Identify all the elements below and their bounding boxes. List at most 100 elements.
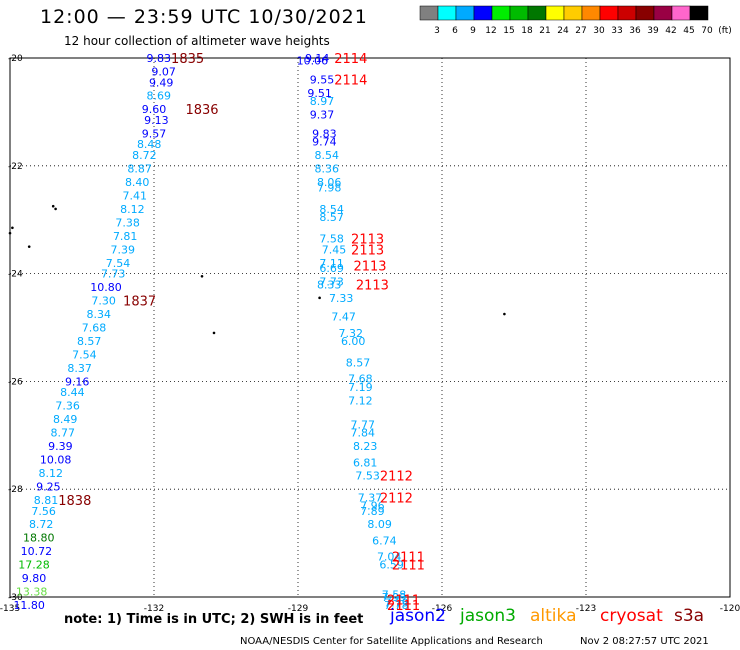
pass-time-label: 1837 [123,295,156,310]
wave-height-label: 7.30 [91,295,116,308]
chart-subtitle: 12 hour collection of altimeter wave hei… [64,34,330,48]
island-point [212,331,216,335]
wave-height-label: 8.57 [319,211,344,224]
wave-height-label: 7.11 [319,257,344,270]
wave-height-label: 18.80 [23,532,55,545]
wave-height-label: 7.04 [377,551,402,564]
wave-height-label: 9.83 [147,52,172,65]
wave-height-map: -135 -132 -129 -126 -123 -120 -30 -28 -26 -24 -22 -… [0,52,740,614]
wave-height-label: 7.45 [322,243,347,256]
island-point [318,296,321,300]
wave-height-label: 7.58 [319,233,344,246]
y-tick-label: -20 [8,54,23,64]
wave-height-label: 7.56 [31,505,56,518]
x-tick-label: -120 [720,604,740,614]
island-point [11,226,14,230]
wave-height-label: 7.19 [348,381,373,394]
colorbar-label: 6 [452,26,458,36]
wave-height-label: 7.39 [111,243,136,256]
wave-height-label: 9.83 [312,127,337,140]
pass-time-label: 2113 [356,278,389,293]
y-tick-label: -26 [8,377,23,387]
wave-height-label: 10.80 [90,281,122,294]
wave-height-label: 6.81 [353,456,378,469]
wave-height-label: 7.98 [317,181,342,194]
colorbar-label: 21 [539,26,550,36]
wave-height-label: 7.96 [360,499,385,512]
island-point [27,245,31,248]
wave-height-label: 10.06 [297,55,329,68]
generated-timestamp: Nov 2 08:27:57 UTC 2021 [580,636,709,647]
island-point [8,231,12,235]
wave-height-label: 7.78 [384,599,409,612]
colorbar-label: 27 [575,26,586,36]
wave-height-label: 6.00 [341,335,366,348]
wave-height-label: 8.36 [315,162,340,175]
legend-mission-jason2: jason2 [390,606,446,626]
wave-height-label: 8.72 [132,149,157,162]
wave-height-label: 9.80 [22,572,47,585]
credit-text: NOAA/NESDIS Center for Satellite Applica… [240,636,543,647]
colorbar-legend: 3 6 9 12 15 18 21 24 27 30 33 36 39 42 45 70 (ft) [419,5,732,36]
wave-height-label: 7.73 [101,268,126,281]
wave-height-label: 9.60 [142,103,167,116]
wave-height-label: 8.34 [87,308,112,321]
wave-height-label: 10.08 [40,454,72,467]
pass-time-label: 2114 [334,74,367,89]
y-tick-label: -30 [8,593,23,603]
wave-height-label: 10.72 [21,545,53,558]
footer-note: note: 1) Time is in UTC; 2) SWH is in fe… [64,612,364,627]
wave-height-label: 8.54 [319,203,344,216]
colorbar-label: 33 [611,26,622,36]
wave-height-label: 8.23 [353,440,378,453]
wave-height-label: 9.07 [151,65,176,78]
wave-height-label: 9.55 [310,74,335,87]
x-tick-label: -123 [576,604,596,614]
island-point [503,312,506,316]
colorbar-label: 24 [557,26,569,36]
x-tick-label: -135 [0,604,20,614]
wave-height-label: 7.12 [348,394,373,407]
wave-height-label: 8.33 [317,278,342,291]
colorbar-label: (ft) [718,26,732,36]
wave-height-label: 8.57 [346,357,371,370]
wave-height-label: 9.16 [65,375,90,388]
wave-height-label: 9.14 [305,52,330,65]
wave-height-label: 7.38 [115,216,140,229]
pass-time-label: 1838 [58,494,91,509]
legend-mission-cryosat: cryosat [600,606,663,626]
y-tick-label: -22 [8,162,23,172]
colorbar-label: 15 [503,26,514,36]
wave-height-label: 13.38 [16,586,48,599]
colorbar-swatch [689,5,709,21]
wave-height-label: 6.74 [372,534,397,547]
wave-height-label: 7.47 [331,311,356,324]
wave-height-label: 7.54 [72,348,97,361]
colorbar-label: 12 [485,26,496,36]
wave-height-label: 7.84 [351,427,376,440]
wave-height-label: 9.74 [312,136,337,149]
colorbar-label: 9 [470,26,476,36]
wave-height-label: 8.54 [315,149,340,162]
wave-height-label: 8.97 [310,95,335,108]
pass-time-label: 2113 [351,233,384,248]
x-tick-label: -129 [288,604,309,614]
colorbar-label: 42 [665,26,676,36]
pass-time-label: 2114 [334,52,367,67]
wave-height-label: 17.28 [18,559,50,572]
colorbar-label: 18 [521,26,533,36]
pass-time-label: 2113 [353,260,386,275]
legend-mission-s3a: s3a [674,606,705,626]
wave-height-label: 9.51 [307,87,332,100]
pass-time-label: 2112 [380,470,413,485]
wave-height-label: 7.37 [358,491,383,504]
wave-height-label: 8.40 [125,176,150,189]
wave-height-label: 8.57 [77,335,102,348]
y-tick-label: -28 [8,485,23,495]
island-point [54,207,57,211]
island-point [200,274,204,278]
wave-height-label: 6.69 [319,262,344,275]
island-point [51,204,55,208]
wave-height-label: 7.93 [382,591,407,604]
